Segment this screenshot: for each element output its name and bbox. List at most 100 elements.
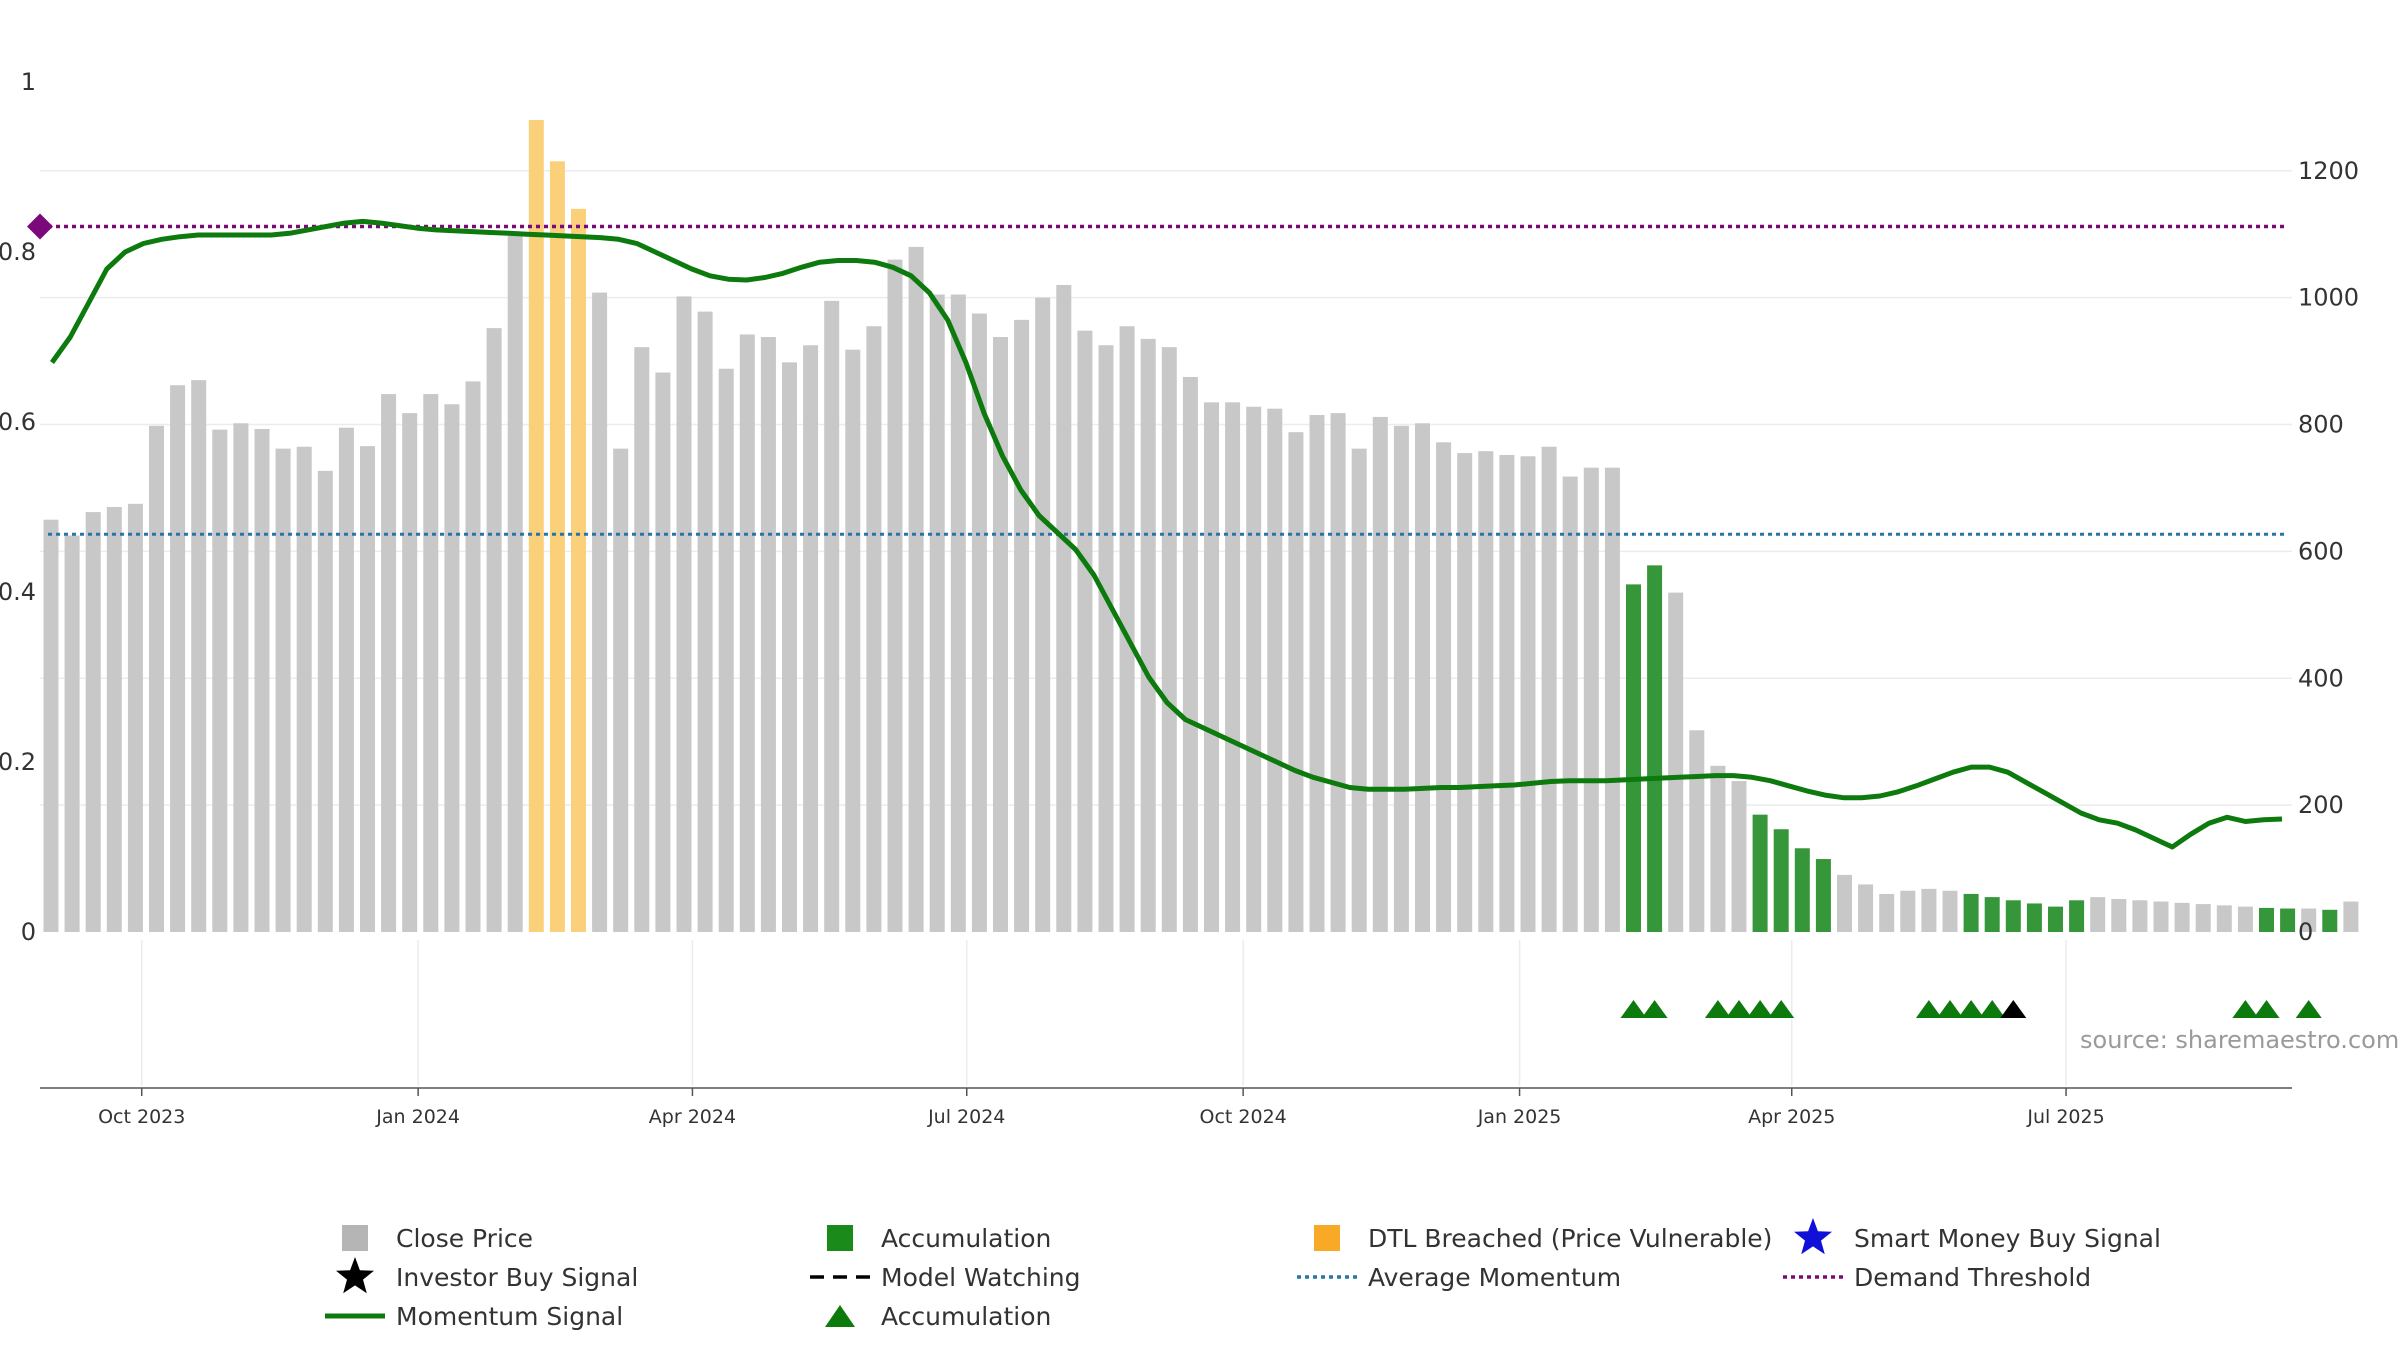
price-bar-31 bbox=[697, 311, 713, 933]
price-bar-55 bbox=[1204, 402, 1219, 932]
price-bar-69 bbox=[1499, 454, 1515, 932]
axes: 0 200 400 600 800 1000 1200 0 0.2 0.4 0.6 0.8 1 Oct 2… bbox=[0, 68, 2359, 1128]
price-bar-41 bbox=[908, 246, 924, 933]
price-bar-65 bbox=[1415, 423, 1430, 932]
price-bar-81 bbox=[1752, 814, 1768, 932]
price-bar-73 bbox=[1583, 467, 1599, 932]
legend-item-6: Average Momentum bbox=[1297, 1263, 1621, 1292]
right-tick-600: 600 bbox=[2298, 537, 2344, 565]
accumulation-triangle-1 bbox=[1641, 1000, 1668, 1018]
price-bar-97 bbox=[2090, 897, 2106, 932]
price-bar-47 bbox=[1035, 297, 1051, 932]
price-bar-62 bbox=[1351, 448, 1367, 932]
price-bar-0 bbox=[43, 519, 59, 932]
x-tick-3: Jul 2024 bbox=[927, 1106, 1005, 1128]
right-tick-400: 400 bbox=[2298, 664, 2344, 692]
legend-item-8: Momentum Signal bbox=[325, 1302, 623, 1331]
price-bar-85 bbox=[1837, 874, 1852, 932]
price-bar-53 bbox=[1161, 347, 1177, 932]
price-bar-61 bbox=[1330, 413, 1346, 933]
price-bar-22 bbox=[507, 232, 523, 932]
right-tick-200: 200 bbox=[2298, 791, 2344, 819]
price-bar-82 bbox=[1773, 829, 1789, 932]
price-bar-80 bbox=[1731, 781, 1747, 932]
price-bar-92 bbox=[1984, 897, 2000, 932]
price-bar-24 bbox=[549, 161, 565, 933]
price-bar-4 bbox=[127, 503, 143, 932]
left-tick-1: 1 bbox=[21, 68, 36, 96]
legend-item-0: Close Price bbox=[342, 1224, 533, 1253]
price-bar-20 bbox=[465, 381, 481, 933]
price-bar-17 bbox=[402, 413, 418, 933]
price-bar-68 bbox=[1478, 451, 1494, 932]
left-tick-0.4: 0.4 bbox=[0, 578, 36, 606]
price-bar-30 bbox=[676, 296, 692, 933]
x-tick-2: Apr 2024 bbox=[649, 1106, 736, 1128]
price-bar-26 bbox=[592, 292, 608, 932]
left-tick-0.6: 0.6 bbox=[0, 408, 36, 436]
price-bar-86 bbox=[1858, 884, 1874, 932]
price-bar-103 bbox=[2216, 905, 2232, 932]
accumulation-triangle-5 bbox=[1768, 1000, 1795, 1018]
x-tick-5: Jan 2025 bbox=[1477, 1106, 1562, 1128]
price-bar-46 bbox=[1014, 319, 1030, 932]
price-bar-83 bbox=[1794, 848, 1810, 932]
accumulation-triangle-0 bbox=[1620, 1000, 1647, 1018]
legend-label-2: DTL Breached (Price Vulnerable) bbox=[1368, 1224, 1772, 1253]
investor-triangle-0 bbox=[2000, 1000, 2027, 1018]
price-bar-95 bbox=[2048, 906, 2063, 932]
price-bar-76 bbox=[1647, 565, 1663, 932]
accumulation-triangle-10 bbox=[2232, 1000, 2259, 1018]
price-bar-89 bbox=[1921, 888, 1937, 932]
price-bar-43 bbox=[950, 294, 966, 932]
price-bar-105 bbox=[2259, 907, 2274, 932]
price-bar-93 bbox=[2005, 900, 2021, 932]
legend-item-2: DTL Breached (Price Vulnerable) bbox=[1314, 1224, 1772, 1253]
price-bar-12 bbox=[296, 446, 312, 932]
x-tick-7: Jul 2025 bbox=[2026, 1106, 2104, 1128]
price-bar-27 bbox=[613, 448, 629, 932]
price-bar-78 bbox=[1689, 730, 1705, 932]
price-bar-66 bbox=[1436, 442, 1452, 932]
price-bar-29 bbox=[655, 372, 671, 932]
demand-threshold-marker bbox=[27, 213, 53, 240]
price-bar-87 bbox=[1879, 893, 1895, 932]
legend-triangle-icon-9 bbox=[825, 1305, 855, 1327]
price-bar-71 bbox=[1541, 446, 1557, 932]
price-bar-101 bbox=[2174, 902, 2190, 932]
accumulation-triangle-4 bbox=[1747, 1000, 1774, 1018]
price-bar-60 bbox=[1309, 415, 1325, 932]
price-bar-28 bbox=[634, 347, 650, 932]
indicator-lines bbox=[27, 213, 2285, 850]
accumulation-triangle-8 bbox=[1958, 1000, 1985, 1018]
legend-square-0 bbox=[342, 1225, 368, 1251]
price-bar-2 bbox=[85, 512, 101, 932]
price-bar-102 bbox=[2195, 904, 2211, 932]
legend-item-3: Smart Money Buy Signal bbox=[1854, 1224, 2161, 1253]
price-bar-1 bbox=[64, 535, 80, 932]
price-bar-3 bbox=[106, 507, 122, 932]
price-bar-25 bbox=[571, 208, 586, 933]
x-tick-1: Jan 2024 bbox=[375, 1106, 460, 1128]
price-bar-107 bbox=[2301, 908, 2317, 932]
price-bar-98 bbox=[2111, 899, 2127, 932]
price-bar-5 bbox=[149, 425, 164, 932]
price-bar-106 bbox=[2280, 908, 2296, 932]
price-bar-54 bbox=[1182, 376, 1198, 933]
legend-label-1: Accumulation bbox=[881, 1224, 1051, 1253]
legend-star-icon-4 bbox=[336, 1257, 374, 1294]
price-bar-77 bbox=[1668, 592, 1684, 932]
price-bar-50 bbox=[1098, 345, 1114, 932]
legend-label-8: Momentum Signal bbox=[396, 1302, 623, 1331]
price-bar-40 bbox=[887, 259, 903, 932]
price-bar-108 bbox=[2322, 909, 2338, 932]
price-bar-37 bbox=[824, 300, 840, 933]
price-bar-44 bbox=[971, 313, 987, 932]
price-bar-51 bbox=[1119, 326, 1135, 932]
legend-item-9: Accumulation bbox=[825, 1302, 1051, 1331]
price-bars bbox=[43, 120, 2359, 933]
price-bar-74 bbox=[1604, 467, 1620, 932]
accumulation-triangle-11 bbox=[2253, 1000, 2280, 1018]
legend-item-7: Demand Threshold bbox=[1783, 1263, 2091, 1292]
